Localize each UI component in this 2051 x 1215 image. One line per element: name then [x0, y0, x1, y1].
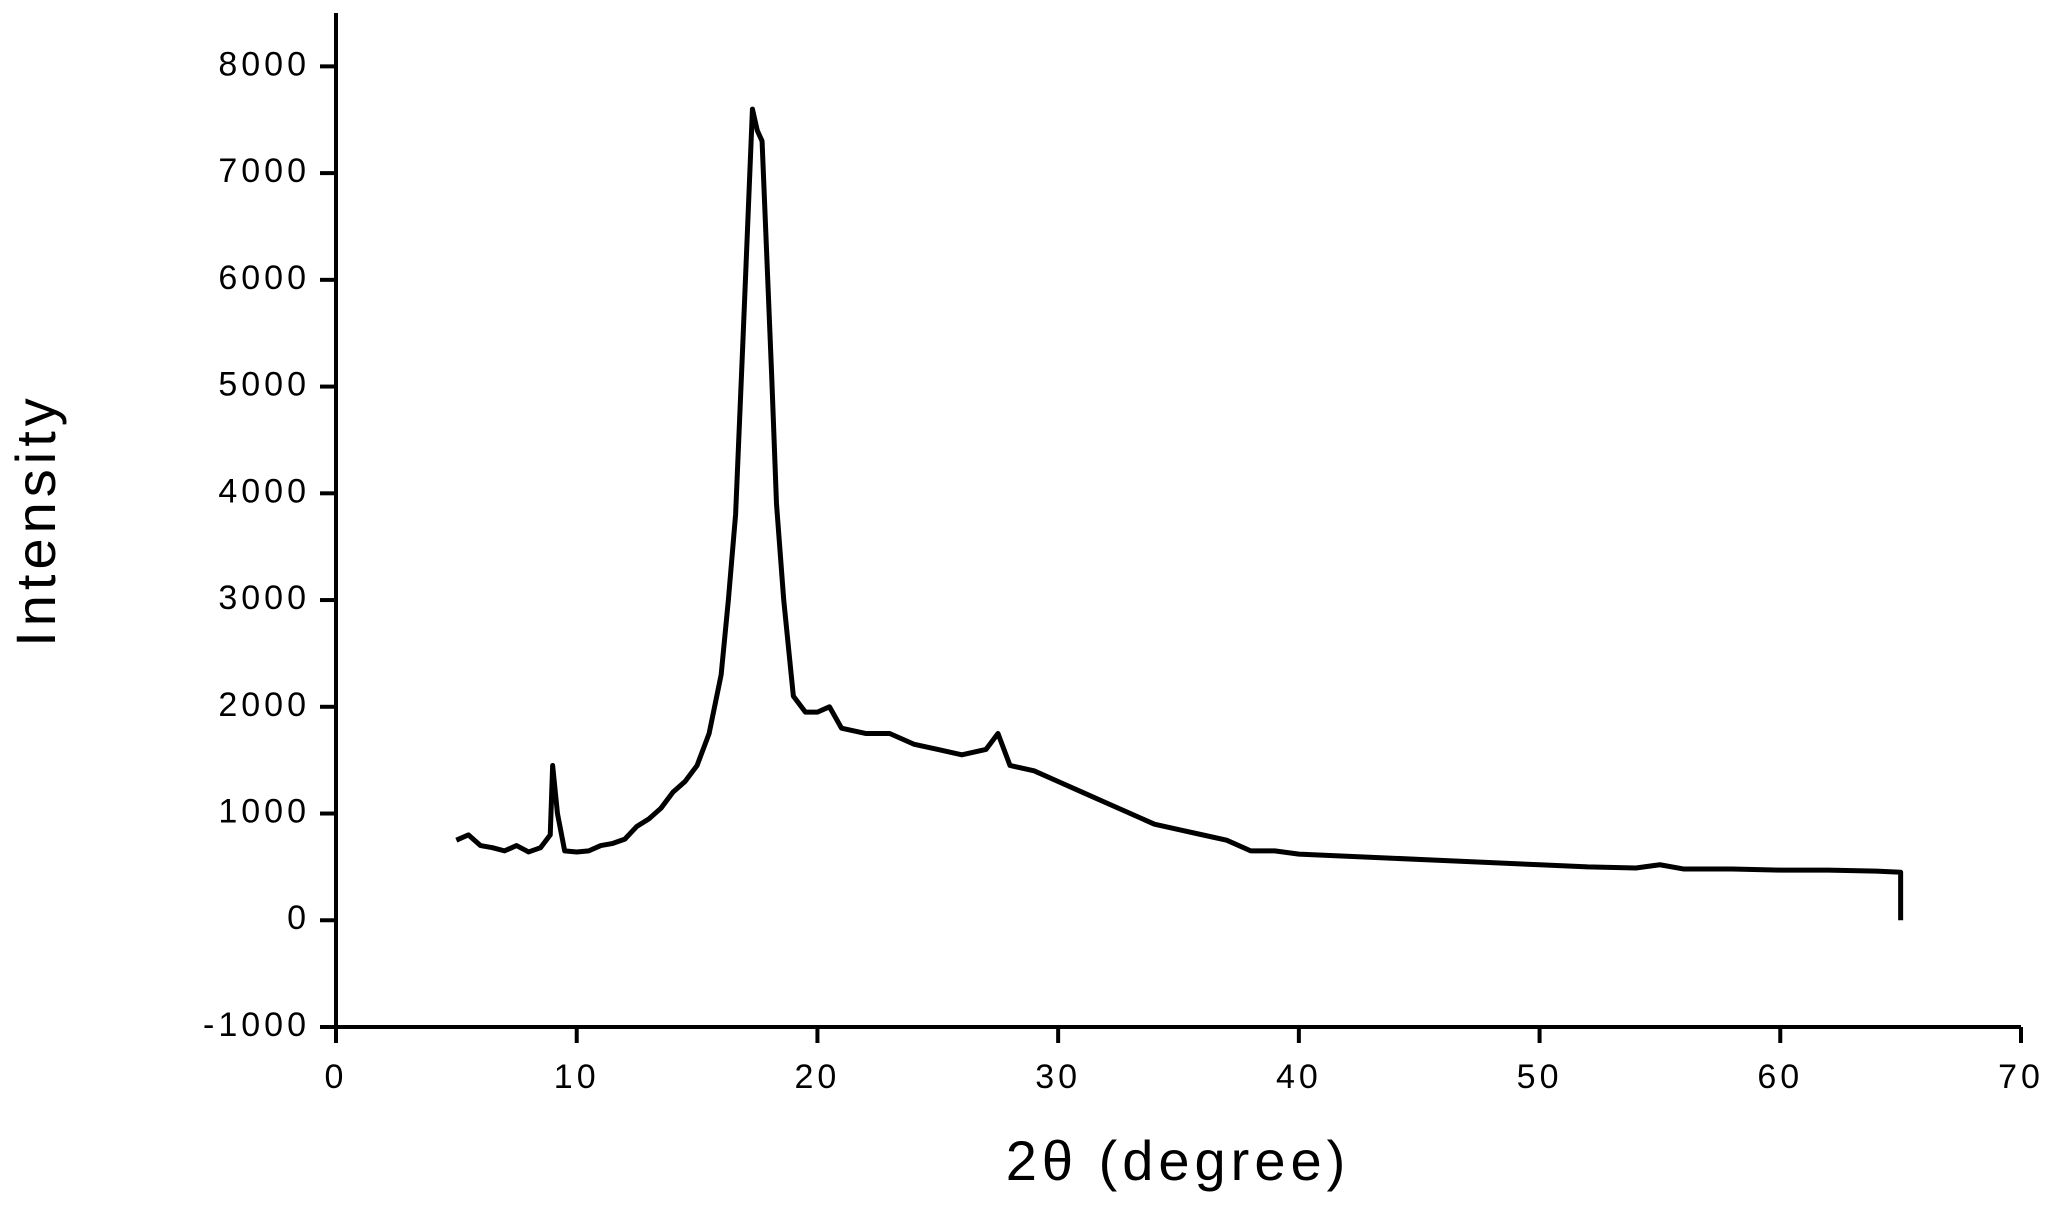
y-tick-label: 4000	[218, 472, 310, 510]
data-line	[455, 106, 1904, 921]
x-tick-label: 50	[1517, 1058, 1563, 1096]
x-axis-title: 2θ (degree)	[1006, 1129, 1351, 1192]
y-axis-title: Intensity	[4, 393, 67, 647]
y-tick-label: -1000	[203, 1006, 310, 1044]
y-tick-label: 6000	[218, 259, 310, 297]
y-tick-label: 1000	[218, 793, 310, 831]
y-tick-label: 7000	[218, 152, 310, 190]
x-tick-label: 30	[1035, 1058, 1081, 1096]
y-tick-label: 0	[287, 899, 310, 937]
x-tick-label: 40	[1276, 1058, 1322, 1096]
y-tick-label: 8000	[218, 45, 310, 83]
x-tick-label: 60	[1757, 1058, 1803, 1096]
x-tick-label: 20	[795, 1058, 841, 1096]
y-tick-label: 3000	[218, 579, 310, 617]
y-tick-label: 5000	[218, 366, 310, 404]
x-tick-label: 70	[1998, 1058, 2044, 1096]
x-tick-label: 0	[325, 1058, 348, 1096]
y-tick-label: 2000	[218, 686, 310, 724]
x-tick-label: 10	[554, 1058, 600, 1096]
